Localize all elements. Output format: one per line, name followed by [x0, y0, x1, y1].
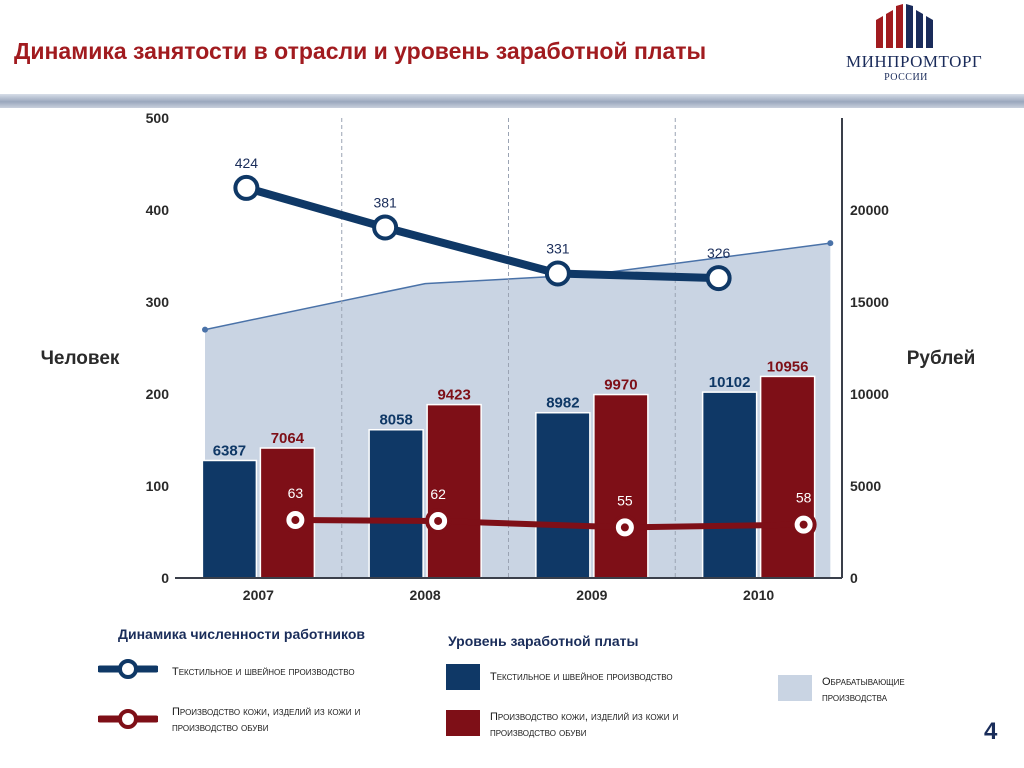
bar-value-label: 9423: [437, 387, 470, 404]
y-right-tick-label: 0: [850, 570, 858, 586]
legend-line-leather-icon: [98, 709, 158, 729]
area-manufacturing: [205, 243, 831, 578]
y-left-tick-label: 400: [146, 202, 170, 218]
bar-textile: [535, 411, 591, 579]
line-value-label: 58: [796, 490, 812, 506]
logo-name: МИНПРОМТОРГ: [846, 52, 983, 71]
bar-value-label: 7064: [271, 430, 305, 447]
bar-value-label: 8058: [379, 412, 412, 429]
y-left-tick-label: 100: [146, 478, 170, 494]
logo-subtitle: РОССИИ: [884, 72, 928, 83]
page-title: Динамика занятости в отрасли и уровень з…: [14, 38, 707, 64]
y-right-tick-label: 20000: [850, 202, 889, 218]
area-endpoint: [202, 326, 209, 333]
legend-label-bar-textile: Текстильное и швейное производство: [490, 671, 673, 683]
x-tick-label: 2007: [243, 587, 274, 603]
legend-swatch-bar-leather: [446, 710, 480, 736]
x-tick-label: 2008: [410, 587, 441, 603]
line-textile: [242, 183, 723, 283]
logo: МИНПРОМТОРГ РОССИИ: [846, 4, 983, 90]
bar-textile: [701, 391, 758, 579]
line-value-label: 55: [617, 492, 633, 508]
line-point: [705, 265, 732, 292]
legend-line-textile-icon: [98, 659, 158, 679]
legend-swatch-bar-textile: [446, 664, 480, 690]
bar-leather: [593, 393, 649, 579]
y-left-axis-title: Человек: [41, 348, 120, 369]
legend-label-area: Обрабатывающие производства: [822, 676, 905, 704]
bar-value-label: 10102: [709, 374, 751, 391]
line-point: [372, 214, 399, 241]
line-point-center: [434, 516, 443, 525]
y-left-tick-label: 300: [146, 294, 170, 310]
area-endpoint: [827, 240, 834, 247]
y-right-tick-label: 10000: [850, 386, 889, 402]
bar-value-label: 8982: [546, 395, 579, 412]
line-point-center: [620, 523, 629, 532]
bar-leather: [759, 375, 816, 579]
bar-value-label: 10956: [767, 358, 809, 375]
line-point-center: [799, 520, 808, 529]
line-leather: [292, 517, 807, 531]
legend-label-line-leather: Производство кожи, изделий из кожи и про…: [172, 706, 361, 734]
bar-textile: [201, 459, 258, 579]
line-point: [544, 260, 571, 287]
line-value-label: 331: [546, 240, 570, 256]
legend-title-headcount: Динамика численности работников: [118, 626, 365, 642]
legend-swatch-area: [778, 675, 812, 701]
line-value-label: 424: [235, 155, 259, 171]
chart: 6387 8058 8982 10102 7064 9423 9970 10956 424 381…: [41, 110, 976, 603]
line-value-label: 63: [288, 485, 304, 501]
line-point: [233, 174, 260, 201]
bar-value-label: 9970: [604, 377, 637, 394]
legend-title-wage: Уровень заработной платы: [448, 633, 639, 649]
y-right-tick-label: 5000: [850, 478, 881, 494]
legend-label-line-textile: Текстильное и швейное производство: [172, 666, 355, 678]
y-left-tick-label: 500: [146, 110, 170, 126]
line-value-label: 62: [430, 486, 446, 502]
y-left-tick-label: 200: [146, 386, 170, 402]
line-point-center: [291, 516, 300, 525]
line-value-label: 381: [373, 194, 397, 210]
legend-label-bar-leather: Производство кожи, изделий из кожи и про…: [490, 711, 679, 739]
header-divider: [0, 94, 1024, 108]
bar-leather: [426, 403, 482, 579]
y-left-tick-label: 0: [161, 570, 169, 586]
y-right-tick-label: 15000: [850, 294, 889, 310]
x-tick-label: 2010: [743, 587, 774, 603]
bar-textile: [368, 428, 424, 579]
line-value-label: 326: [707, 245, 731, 261]
logo-emblem: [876, 4, 933, 48]
page-number: 4: [984, 718, 998, 745]
x-tick-label: 2009: [576, 587, 607, 603]
bar-value-label: 6387: [213, 442, 246, 459]
y-right-axis-title: Рублей: [907, 348, 976, 369]
